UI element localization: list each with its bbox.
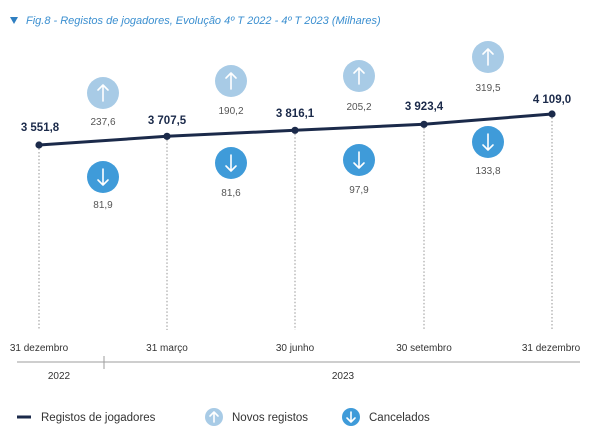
arrow-up-icon (353, 67, 365, 85)
change-bubbles (87, 41, 504, 193)
cancelados-bubble (343, 144, 375, 176)
arrow-up-icon (482, 48, 494, 66)
legend: Registos de jogadores Novos registos Cance… (17, 408, 430, 426)
drop-lines (38, 114, 553, 330)
triangle-down-icon (10, 17, 18, 24)
data-point (420, 120, 428, 128)
arrow-down-icon (97, 168, 109, 186)
novos-registos-bubble (343, 60, 375, 92)
arrow-down-icon (225, 154, 237, 172)
data-point (163, 132, 171, 140)
arrow-down-icon (346, 411, 356, 423)
data-point (548, 110, 556, 118)
novos-registos-label: 319,5 (475, 83, 500, 94)
x-axis: 31 dezembro 31 março 30 junho 30 setembro 31… (10, 343, 581, 382)
data-point (291, 126, 299, 134)
x-tick-label: 31 dezembro (10, 343, 69, 354)
novos-registos-label: 237,6 (90, 117, 115, 128)
legend-label: Cancelados (369, 412, 430, 424)
arrow-up-icon (209, 411, 219, 423)
cancelados-bubble (87, 161, 119, 193)
x-tick-label: 30 junho (276, 343, 315, 354)
x-tick-label: 31 dezembro (522, 343, 581, 354)
arrow-down-icon (482, 133, 494, 151)
x-tick-label: 30 setembro (396, 343, 452, 354)
cancelados-label: 97,9 (349, 185, 369, 196)
data-point (35, 141, 43, 149)
cancelados-label: 81,6 (221, 188, 241, 199)
novos-registos-label: 190,2 (218, 106, 243, 117)
value-labels: 3 551,8 3 707,5 3 816,1 3 923,4 4 109,0 237,6… (21, 83, 571, 211)
arrow-down-icon (353, 151, 365, 169)
x-tick-label: 31 março (146, 343, 188, 354)
novos-registos-bubble (215, 65, 247, 97)
chart-title: Fig.8 - Registos de jogadores, Evolução … (26, 15, 381, 27)
novos-registos-bubble (472, 41, 504, 73)
legend-item-registos: Registos de jogadores (17, 412, 156, 424)
point-label: 4 109,0 (533, 94, 571, 106)
year-label: 2023 (332, 371, 355, 382)
markers (35, 110, 556, 149)
cancelados-label: 81,9 (93, 200, 113, 211)
legend-item-novos: Novos registos (205, 408, 308, 426)
year-label: 2022 (48, 371, 71, 382)
novos-registos-label: 205,2 (346, 102, 371, 113)
novos-registos-bubble (87, 77, 119, 109)
cancelados-bubble (472, 126, 504, 158)
legend-item-cancelados: Cancelados (342, 408, 430, 426)
arrow-up-icon (225, 72, 237, 90)
point-label: 3 551,8 (21, 122, 60, 134)
point-label: 3 923,4 (405, 101, 444, 113)
point-label: 3 816,1 (276, 108, 315, 120)
cancelados-label: 133,8 (475, 166, 500, 177)
point-label: 3 707,5 (148, 115, 187, 127)
legend-label: Novos registos (232, 412, 308, 424)
legend-label: Registos de jogadores (41, 412, 156, 424)
arrow-up-icon (97, 84, 109, 102)
chart-title-group: Fig.8 - Registos de jogadores, Evolução … (10, 15, 381, 27)
cancelados-bubble (215, 147, 247, 179)
